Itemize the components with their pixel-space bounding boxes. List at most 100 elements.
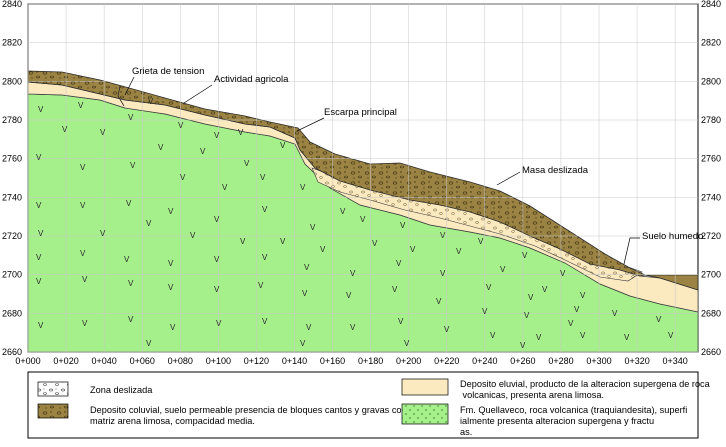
- y-tick-right: 2840: [701, 0, 721, 9]
- tension-crack: [117, 85, 125, 107]
- rock-v-mark: V: [36, 201, 42, 210]
- rock-v-mark: V: [168, 283, 174, 292]
- y-tick-right: 2800: [701, 76, 721, 86]
- y-tick-left: 2720: [2, 231, 22, 241]
- rock-v-mark: V: [260, 173, 266, 182]
- rock-v-mark: V: [222, 183, 228, 192]
- rock-v-mark: V: [200, 147, 206, 156]
- rock-v-mark: V: [168, 207, 174, 216]
- rock-v-mark: V: [126, 199, 132, 208]
- rock-v-mark: V: [360, 215, 366, 224]
- rock-v-mark: V: [350, 269, 356, 278]
- y-ticks-left: 2840 2820 2800 2780 2760 2740 2720 2700 2680 2660: [2, 0, 22, 357]
- rock-v-mark: V: [124, 255, 130, 264]
- rock-v-mark: V: [214, 131, 220, 140]
- rock-v-mark: V: [78, 101, 84, 110]
- rock-v-mark: V: [580, 331, 586, 340]
- rock-v-mark: V: [396, 259, 402, 268]
- rock-v-mark: V: [300, 183, 306, 192]
- rock-v-mark: V: [300, 339, 306, 348]
- rock-v-mark: V: [36, 277, 42, 286]
- rock-v-mark: V: [340, 207, 346, 216]
- x-tick: 0+060: [130, 356, 155, 366]
- rock-v-mark: V: [158, 143, 164, 152]
- rock-v-mark: V: [490, 331, 496, 340]
- x-tick: 0+100: [206, 356, 231, 366]
- rock-v-mark: V: [214, 285, 220, 294]
- rock-v-mark: V: [440, 231, 446, 240]
- rock-v-mark: V: [190, 231, 196, 240]
- rock-v-mark: V: [542, 285, 548, 294]
- y-tick-right: 2660: [701, 347, 721, 357]
- rock-v-mark: V: [486, 283, 492, 292]
- rock-v-mark: V: [444, 325, 450, 334]
- x-tick: 0+260: [510, 356, 535, 366]
- rock-v-mark: V: [244, 159, 250, 168]
- x-tick: 0+200: [396, 356, 421, 366]
- rock-v-mark: V: [500, 265, 506, 274]
- rock-v-mark: V: [80, 163, 86, 172]
- x-tick: 0+340: [663, 356, 688, 366]
- legend-swatch-coluvial: [37, 403, 69, 419]
- rock-v-mark: V: [180, 173, 186, 182]
- rock-v-mark: V: [456, 247, 462, 256]
- y-tick-right: 2700: [701, 270, 721, 280]
- rock-v-mark: V: [398, 317, 404, 326]
- rock-v-mark: V: [262, 253, 268, 262]
- rock-v-mark: V: [128, 113, 134, 122]
- rock-v-mark: V: [238, 128, 244, 137]
- rock-v-mark: V: [404, 339, 410, 348]
- rock-v-mark: V: [36, 253, 42, 262]
- x-ticks: 0+000 0+020 0+040 0+060 0+080 0+100 0+120 0+140…: [15, 356, 687, 366]
- rock-v-mark: V: [38, 229, 44, 238]
- coluvial-layer: [27, 70, 647, 277]
- rock-v-mark: V: [440, 269, 446, 278]
- rock-v-mark: V: [214, 255, 220, 264]
- x-tick: 0+000: [15, 356, 40, 366]
- rock-v-mark: V: [80, 201, 86, 210]
- rock-v-mark: V: [574, 305, 580, 314]
- x-tick: 0+120: [244, 356, 269, 366]
- rock-v-mark: V: [82, 275, 88, 284]
- rock-v-mark: V: [62, 125, 68, 134]
- x-tick: 0+180: [358, 356, 383, 366]
- legend-swatch-roca: [401, 403, 449, 425]
- annotations: Grieta de tension Actividad agricola Esc…: [124, 66, 703, 265]
- y-ticks-right: 2840 2820 2800 2780 2760 2740 2720 2700 2680 2660: [701, 0, 721, 357]
- rock-v-mark: V: [302, 289, 308, 298]
- rock-v-mark: V: [168, 259, 174, 268]
- rock-v-mark: V: [656, 315, 662, 324]
- rock-v-mark: V: [580, 291, 586, 300]
- rock-v-mark: V: [280, 237, 286, 246]
- x-tick: 0+320: [624, 356, 649, 366]
- y-tick-left: 2680: [2, 308, 22, 318]
- rock-v-mark: V: [128, 315, 134, 324]
- annotation-suelo-humedo: Suelo humedo: [642, 231, 703, 242]
- rock-v-mark: V: [306, 323, 312, 332]
- rock-v-mark: V: [624, 333, 630, 342]
- y-tick-right: 2760: [701, 154, 721, 164]
- rock-v-mark: V: [304, 263, 310, 272]
- rock-v-mark: V: [82, 319, 88, 328]
- x-tick: 0+240: [472, 356, 497, 366]
- rock-v-mark: V: [392, 285, 398, 294]
- y-tick-left: 2660: [2, 347, 22, 357]
- rock-v-mark: V: [320, 245, 326, 254]
- x-tick: 0+140: [282, 356, 307, 366]
- legend-swatch-zona: [37, 381, 69, 397]
- y-tick-right: 2820: [701, 38, 721, 48]
- y-tick-right: 2720: [701, 231, 721, 241]
- y-tick-left: 2800: [2, 76, 22, 86]
- legend-label-eluvial: Deposito eluvial, producto de la alterac…: [460, 379, 711, 400]
- legend-frame: [27, 371, 699, 439]
- annotation-masa: Masa deslizada: [522, 165, 589, 176]
- legend-label-zona: Zona deslizada: [90, 385, 153, 395]
- rock-v-mark: V: [346, 291, 352, 300]
- annotation-escarpa: Escarpa principal: [324, 107, 397, 118]
- rock-v-mark: V: [536, 333, 542, 342]
- rock-v-mark: V: [262, 317, 268, 326]
- x-tick: 0+020: [53, 356, 78, 366]
- legend-label-coluvial: Deposito coluvial, suelo permeable prese…: [90, 405, 407, 426]
- y-tick-left: 2700: [2, 270, 22, 280]
- rock-v-mark: V: [560, 269, 566, 278]
